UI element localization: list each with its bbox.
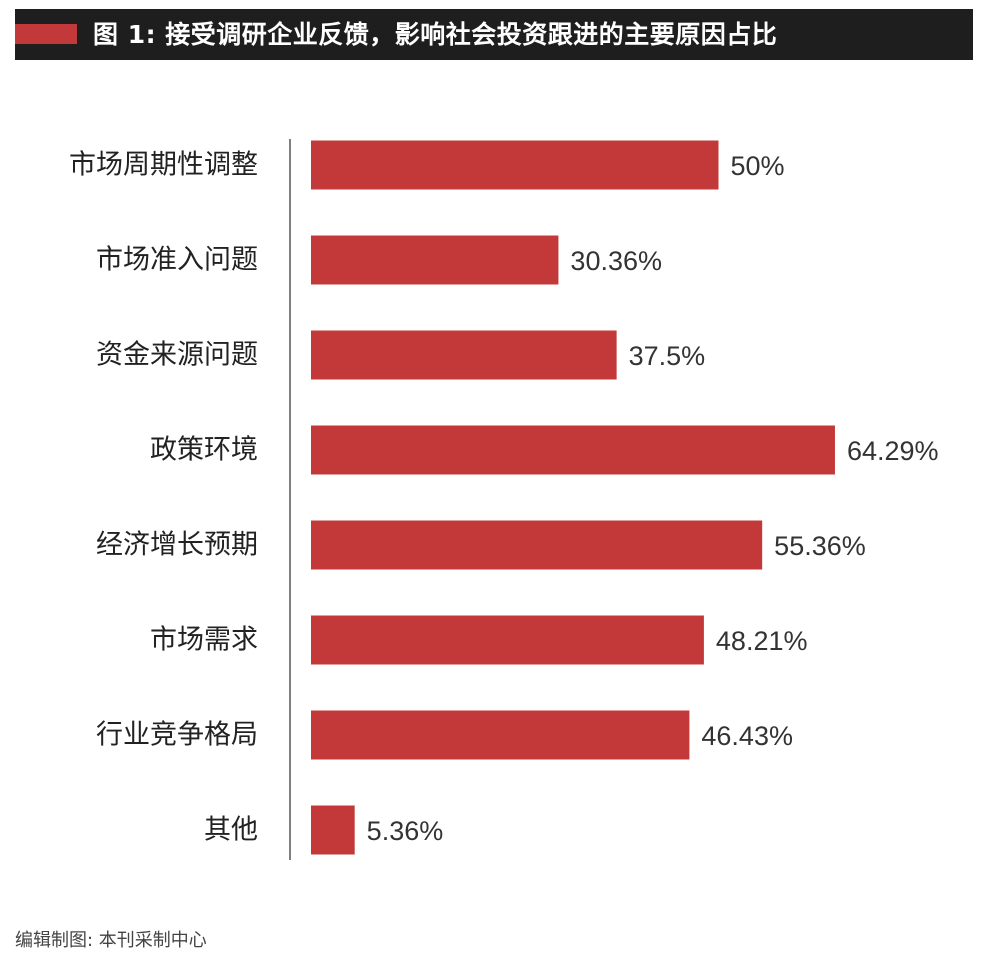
value-label-0: 50% (731, 151, 785, 181)
title-accent-block (15, 24, 77, 44)
bar-3 (311, 425, 835, 475)
value-label-3: 64.29% (847, 436, 939, 466)
chart-title: 图 1: 接受调研企业反馈，影响社会投资跟进的主要原因占比 (93, 20, 778, 49)
bar-5 (311, 615, 704, 665)
category-label-3: 政策环境 (150, 435, 258, 466)
value-label-4: 55.36% (774, 531, 866, 561)
category-label-6: 行业竞争格局 (96, 720, 258, 751)
bar-1 (311, 235, 559, 285)
category-label-5: 市场需求 (150, 625, 258, 656)
category-label-7: 其他 (204, 815, 258, 846)
bars-layer: 市场周期性调整 50% 市场准入问题 30.36% 资金来源问题 37.5% 政策环境 64.… (69, 140, 939, 855)
category-label-4: 经济增长预期 (96, 530, 258, 561)
footer-credit: 编辑制图: 本刊采制中心 (15, 930, 207, 951)
value-label-5: 48.21% (716, 626, 808, 656)
bar-4 (311, 520, 763, 570)
bar-2 (311, 330, 617, 380)
bar-7 (311, 805, 355, 855)
title-bar: 图 1: 接受调研企业反馈，影响社会投资跟进的主要原因占比 (15, 9, 973, 60)
category-label-1: 市场准入问题 (96, 245, 258, 276)
value-label-2: 37.5% (629, 341, 706, 371)
bar-6 (311, 710, 690, 760)
value-label-1: 30.36% (570, 246, 662, 276)
category-label-2: 资金来源问题 (96, 340, 258, 371)
bar-0 (311, 140, 719, 190)
value-label-6: 46.43% (701, 721, 793, 751)
value-label-7: 5.36% (367, 816, 444, 846)
category-label-0: 市场周期性调整 (69, 150, 258, 181)
